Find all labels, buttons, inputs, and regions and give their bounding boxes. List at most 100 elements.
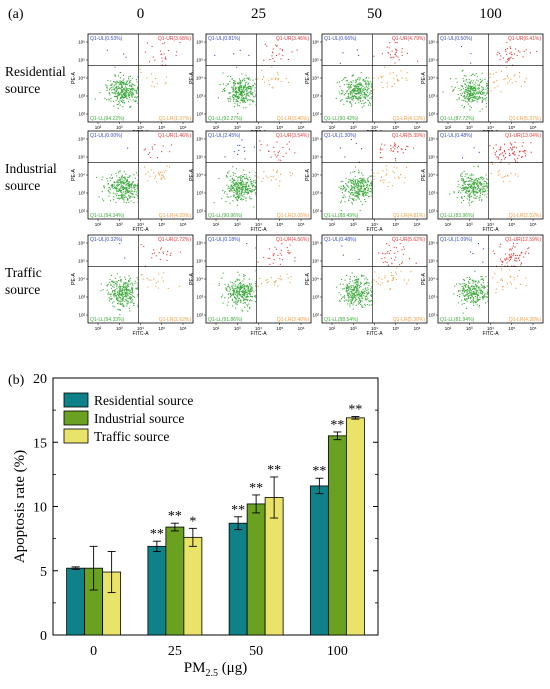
cell-dot (495, 71, 497, 73)
cell-dot (463, 95, 465, 97)
cell-dot (498, 170, 500, 172)
cell-dot (136, 188, 138, 190)
y-axis-label: PE-A (421, 169, 427, 181)
cell-dot (229, 96, 231, 98)
cell-dot (475, 85, 477, 87)
cell-dot (453, 191, 455, 193)
cell-dot (476, 286, 478, 288)
cell-dot (352, 194, 354, 196)
x-tick-label: 10⁵ (158, 222, 165, 227)
cell-dot (128, 82, 130, 84)
cell-dot (352, 96, 354, 98)
cell-dot (121, 176, 123, 178)
cell-dot (457, 180, 459, 182)
cell-dot (245, 107, 247, 109)
cell-dot (469, 298, 471, 300)
cell-dot (461, 190, 463, 192)
cell-dot (469, 180, 471, 182)
cell-dot (359, 186, 361, 188)
cell-dot (121, 180, 123, 182)
cell-dot (339, 62, 341, 64)
cell-dot (255, 188, 257, 190)
x-tick-label: 10⁶ (180, 222, 187, 227)
cell-dot (479, 90, 481, 92)
cell-dot (129, 183, 131, 185)
cytometry-plot: Q1-UL(0.50%) Q1-UR(6.41%)Q1-LL(87.72%) Q1-… (421, 33, 544, 136)
cell-dot (239, 299, 241, 301)
cell-dot (273, 259, 275, 261)
cell-dot (125, 181, 127, 183)
cell-dot (116, 273, 118, 275)
significance-marker: * (189, 514, 196, 529)
cell-dot (361, 291, 363, 293)
cell-dot (229, 202, 231, 204)
cell-dot (361, 85, 363, 87)
cell-dot (510, 257, 512, 259)
cell-dot (463, 285, 465, 287)
cell-dot (124, 283, 126, 285)
cell-dot (223, 192, 225, 194)
x-tick-label: 10⁵ (276, 222, 283, 227)
scatter-dots (449, 141, 532, 206)
cell-dot (240, 197, 242, 199)
cell-dot (242, 294, 244, 296)
cell-dot (280, 58, 282, 60)
cell-dot (465, 299, 467, 301)
cell-dot (360, 294, 362, 296)
cell-dot (222, 302, 224, 304)
cell-dot (483, 288, 485, 290)
cell-dot (359, 90, 361, 92)
cell-dot (237, 284, 239, 286)
cell-dot (123, 89, 125, 91)
cell-dot (126, 289, 128, 291)
x-tick-label: 50 (249, 644, 263, 659)
cell-dot (114, 89, 116, 91)
cell-dot (382, 261, 384, 263)
cell-dot (471, 94, 473, 96)
cell-dot (228, 297, 230, 299)
cell-dot (129, 280, 131, 282)
cell-dot (131, 87, 133, 89)
cell-dot (361, 186, 363, 188)
cell-dot (238, 185, 240, 187)
cell-dot (125, 293, 127, 295)
cell-dot (471, 183, 473, 185)
cell-dot (381, 278, 383, 280)
cell-dot (477, 98, 479, 100)
cell-dot (515, 81, 517, 83)
cell-dot (119, 286, 121, 288)
cell-dot (394, 158, 396, 160)
cell-dot (252, 92, 254, 94)
cell-dot (510, 172, 512, 174)
cell-dot (117, 190, 119, 192)
cell-dot (358, 292, 360, 294)
cell-dot (247, 305, 249, 307)
cell-dot (464, 188, 466, 190)
scatter-dots (338, 139, 415, 212)
cell-dot (469, 185, 471, 187)
cell-dot (519, 76, 521, 78)
cell-dot (375, 281, 377, 283)
cell-dot (361, 92, 363, 94)
cell-dot (254, 175, 256, 177)
cell-dot (461, 196, 463, 198)
cell-dot (244, 190, 246, 192)
cell-dot (245, 289, 247, 291)
x-tick-label: 10⁶ (180, 125, 187, 130)
cell-dot (107, 293, 109, 295)
cell-dot (247, 294, 249, 296)
cell-dot (231, 96, 233, 98)
cell-dot (246, 285, 248, 287)
cell-dot (467, 87, 469, 89)
cell-dot (505, 61, 507, 63)
cell-dot (341, 192, 343, 194)
cell-dot (352, 96, 354, 98)
cell-dot (125, 178, 127, 180)
significance-marker: ** (348, 403, 362, 418)
cell-dot (121, 84, 123, 86)
cell-dot (494, 154, 496, 156)
cell-dot (131, 95, 133, 97)
cell-dot (473, 90, 475, 92)
cell-dot (241, 92, 243, 94)
